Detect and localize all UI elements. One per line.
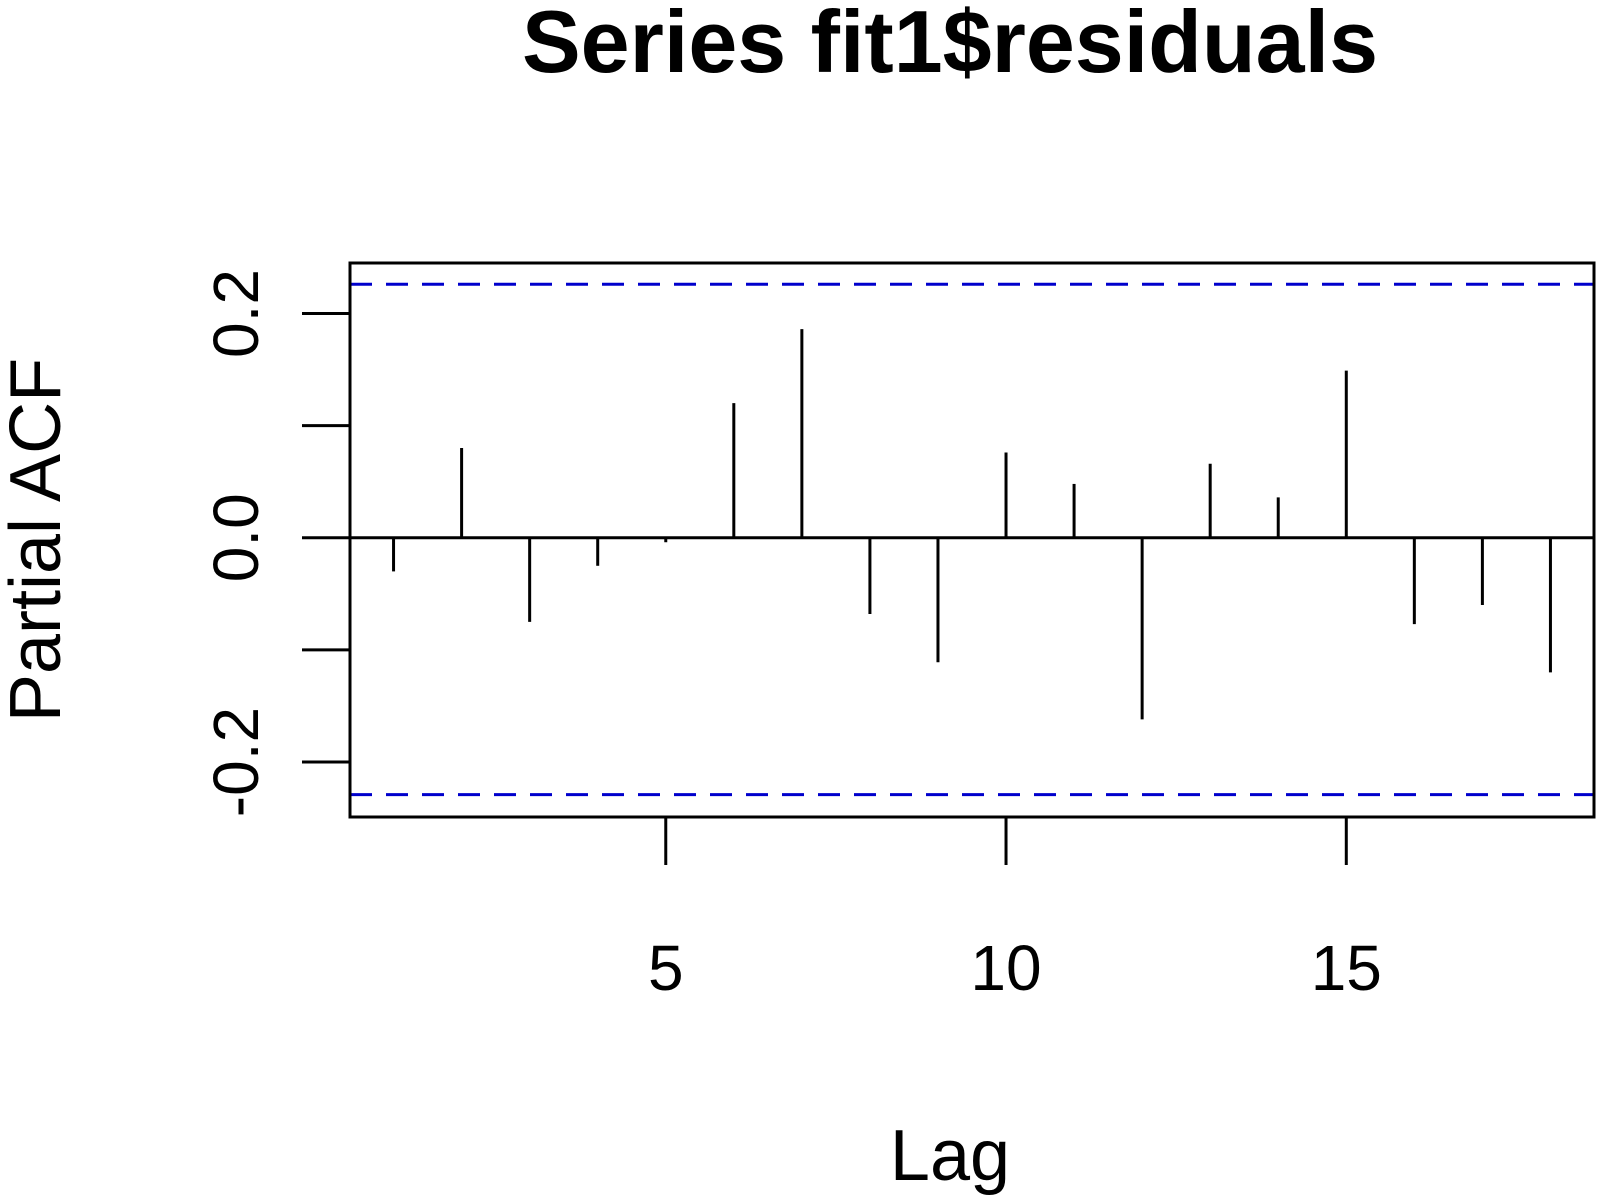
y-axis-label: Partial ACF <box>0 358 76 722</box>
plot-area <box>348 261 1596 819</box>
x-tick-label-5: 5 <box>648 932 684 1004</box>
y-tick-label-0: -0.2 <box>200 707 272 817</box>
y-tick-label-2: 0.0 <box>200 493 272 582</box>
plot-frame <box>348 261 1596 819</box>
x-axis: 5 10 15 <box>648 817 1382 1004</box>
chart-title: Series fit1$residuals <box>522 0 1378 91</box>
x-tick-label-15: 15 <box>1311 932 1382 1004</box>
y-axis: -0.2 0.0 0.2 <box>200 269 350 817</box>
x-axis-label: Lag <box>890 1116 1010 1196</box>
y-tick-label-4: 0.2 <box>200 269 272 358</box>
x-tick-label-10: 10 <box>970 932 1041 1004</box>
